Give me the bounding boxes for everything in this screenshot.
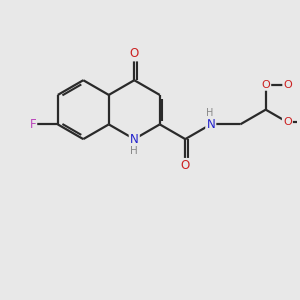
- Text: O: O: [130, 47, 139, 60]
- Text: O: O: [181, 159, 190, 172]
- Text: N: N: [130, 133, 139, 146]
- Text: H: H: [206, 108, 213, 118]
- Text: H: H: [130, 146, 138, 157]
- Text: O: O: [261, 80, 270, 90]
- Text: O: O: [283, 117, 292, 127]
- Text: F: F: [29, 118, 36, 131]
- Text: O: O: [284, 80, 292, 90]
- Text: N: N: [206, 118, 215, 131]
